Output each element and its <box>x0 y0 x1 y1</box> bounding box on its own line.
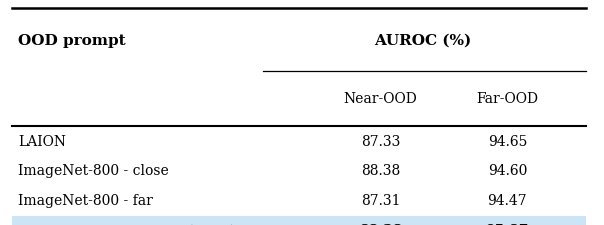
Text: 88.38: 88.38 <box>361 164 400 178</box>
Text: 94.65: 94.65 <box>487 134 527 148</box>
Text: ImageNet-800 - far: ImageNet-800 - far <box>18 194 153 207</box>
Text: 87.31: 87.31 <box>361 194 400 207</box>
Text: LAION: LAION <box>18 134 66 148</box>
Text: ImageNet-800 - close: ImageNet-800 - close <box>18 164 169 178</box>
FancyBboxPatch shape <box>12 216 586 225</box>
Text: ImageNet-800 - rand (Ours): ImageNet-800 - rand (Ours) <box>18 223 237 225</box>
Text: AUROC (%): AUROC (%) <box>374 34 472 47</box>
Text: 87.33: 87.33 <box>361 134 400 148</box>
Text: OOD prompt: OOD prompt <box>18 34 126 47</box>
Text: 88.38: 88.38 <box>359 223 402 225</box>
Text: 95.87: 95.87 <box>486 223 529 225</box>
Text: 94.47: 94.47 <box>487 194 527 207</box>
Text: Near-OOD: Near-OOD <box>344 92 417 106</box>
Text: Far-OOD: Far-OOD <box>477 92 538 106</box>
Text: 94.60: 94.60 <box>487 164 527 178</box>
